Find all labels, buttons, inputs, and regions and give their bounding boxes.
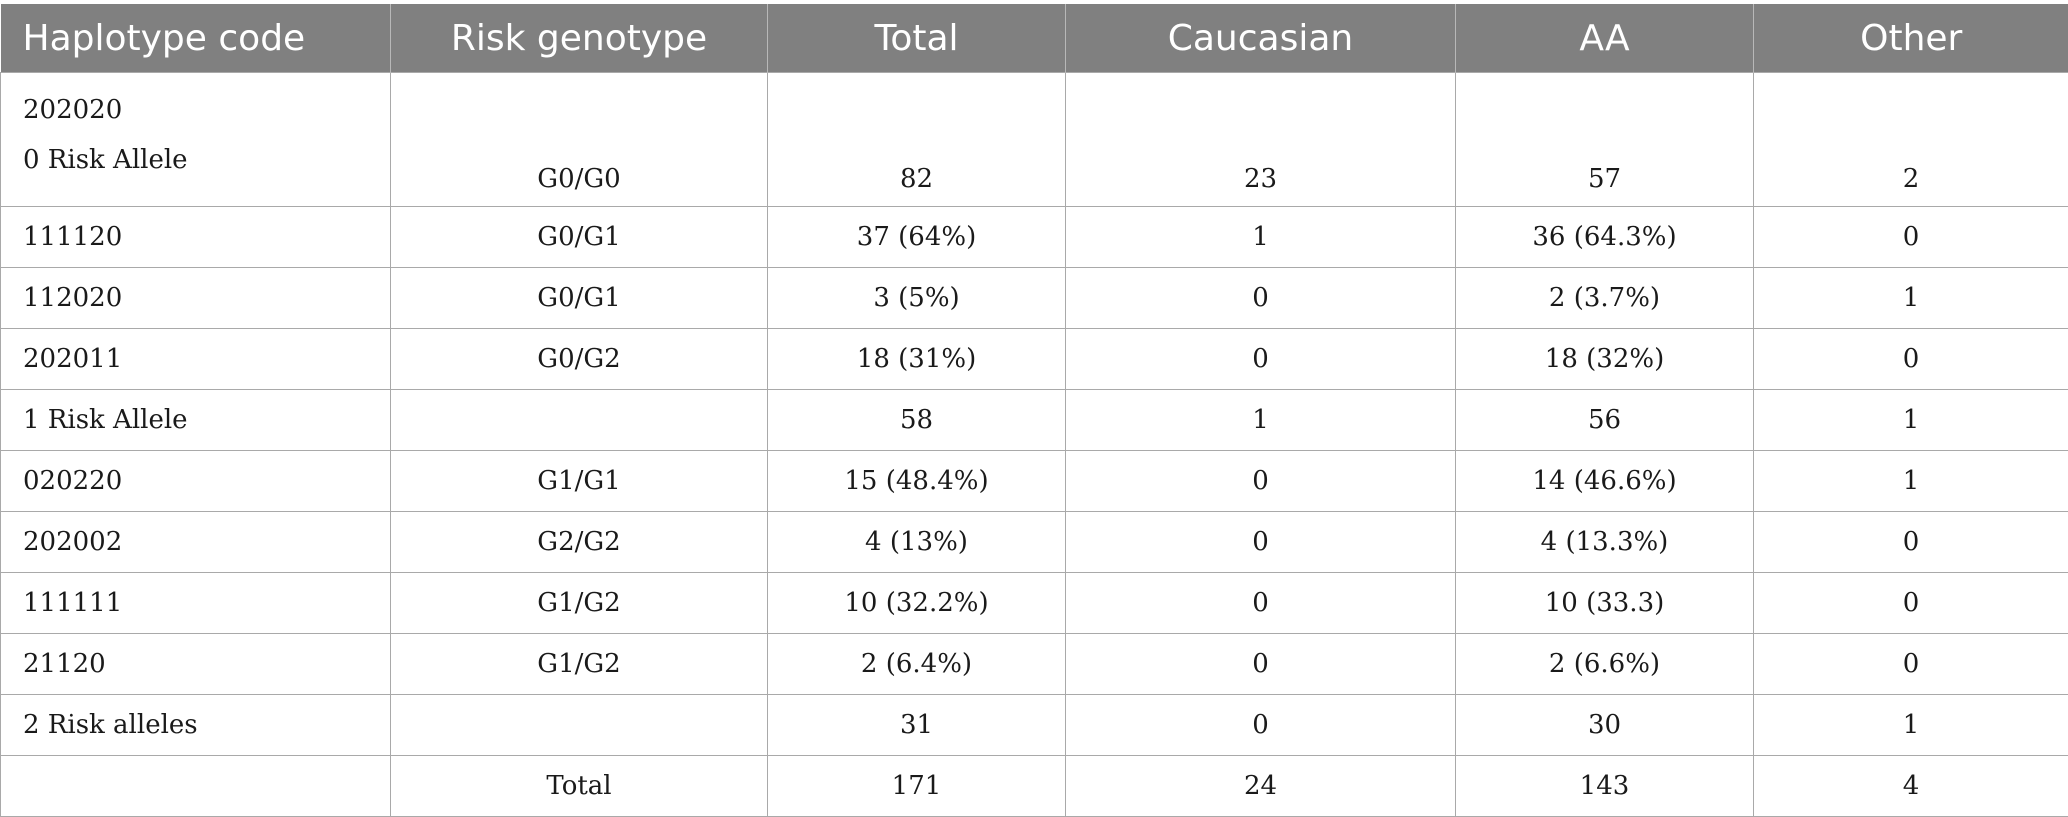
header-caucasian: Caucasian bbox=[1066, 4, 1456, 73]
cell-total: 37 (64%) bbox=[768, 207, 1066, 268]
cell-total: 58 bbox=[768, 390, 1066, 451]
cell-risk-genotype: G1/G2 bbox=[391, 634, 768, 695]
cell-code-line2: 0 Risk Allele bbox=[23, 135, 390, 185]
cell-risk-genotype bbox=[391, 390, 768, 451]
cell-haplotype-code bbox=[1, 756, 391, 817]
cell-aa: 143 bbox=[1456, 756, 1754, 817]
cell-caucasian: 24 bbox=[1066, 756, 1456, 817]
cell-other: 1 bbox=[1754, 695, 2068, 756]
cell-aa: 18 (32%) bbox=[1456, 329, 1754, 390]
cell-risk-genotype: G1/G2 bbox=[391, 573, 768, 634]
cell-other: 2 bbox=[1754, 73, 2068, 207]
cell-other: 0 bbox=[1754, 207, 2068, 268]
cell-other: 0 bbox=[1754, 634, 2068, 695]
cell-aa: 14 (46.6%) bbox=[1456, 451, 1754, 512]
table-header: Haplotype code Risk genotype Total Cauca… bbox=[1, 4, 2068, 73]
cell-caucasian: 0 bbox=[1066, 695, 1456, 756]
cell-caucasian: 1 bbox=[1066, 207, 1456, 268]
cell-haplotype-code: 202011 bbox=[1, 329, 391, 390]
table-body: 202020 0 Risk Allele G0/G0 82 23 57 2 11… bbox=[1, 73, 2068, 817]
cell-haplotype-code: 2 Risk alleles bbox=[1, 695, 391, 756]
cell-caucasian: 23 bbox=[1066, 73, 1456, 207]
haplotype-table-container: Haplotype code Risk genotype Total Cauca… bbox=[0, 4, 2068, 817]
cell-other: 0 bbox=[1754, 573, 2068, 634]
cell-other: 0 bbox=[1754, 512, 2068, 573]
cell-aa: 30 bbox=[1456, 695, 1754, 756]
cell-aa: 36 (64.3%) bbox=[1456, 207, 1754, 268]
cell-total: 3 (5%) bbox=[768, 268, 1066, 329]
cell-aa: 4 (13.3%) bbox=[1456, 512, 1754, 573]
cell-total: 10 (32.2%) bbox=[768, 573, 1066, 634]
cell-other: 0 bbox=[1754, 329, 2068, 390]
cell-haplotype-code: 111120 bbox=[1, 207, 391, 268]
cell-caucasian: 0 bbox=[1066, 634, 1456, 695]
cell-other: 1 bbox=[1754, 390, 2068, 451]
header-haplotype-code: Haplotype code bbox=[1, 4, 391, 73]
cell-total: 18 (31%) bbox=[768, 329, 1066, 390]
cell-other: 1 bbox=[1754, 451, 2068, 512]
cell-risk-genotype: G0/G1 bbox=[391, 268, 768, 329]
cell-total: 171 bbox=[768, 756, 1066, 817]
cell-code-line1: 202020 bbox=[23, 85, 390, 135]
cell-aa: 10 (33.3) bbox=[1456, 573, 1754, 634]
cell-haplotype-code: 202002 bbox=[1, 512, 391, 573]
cell-caucasian: 0 bbox=[1066, 573, 1456, 634]
cell-total: 31 bbox=[768, 695, 1066, 756]
haplotype-risk-table: Haplotype code Risk genotype Total Cauca… bbox=[0, 4, 2068, 817]
cell-total: 15 (48.4%) bbox=[768, 451, 1066, 512]
header-other: Other bbox=[1754, 4, 2068, 73]
cell-caucasian: 0 bbox=[1066, 451, 1456, 512]
cell-risk-genotype: G2/G2 bbox=[391, 512, 768, 573]
cell-caucasian: 0 bbox=[1066, 329, 1456, 390]
cell-haplotype-code: 112020 bbox=[1, 268, 391, 329]
cell-aa: 57 bbox=[1456, 73, 1754, 207]
cell-total: 4 (13%) bbox=[768, 512, 1066, 573]
cell-aa: 2 (6.6%) bbox=[1456, 634, 1754, 695]
cell-risk-genotype: Total bbox=[391, 756, 768, 817]
header-total: Total bbox=[768, 4, 1066, 73]
cell-caucasian: 1 bbox=[1066, 390, 1456, 451]
header-risk-genotype: Risk genotype bbox=[391, 4, 768, 73]
cell-other: 1 bbox=[1754, 268, 2068, 329]
header-row: Haplotype code Risk genotype Total Cauca… bbox=[1, 4, 2068, 73]
cell-total: 2 (6.4%) bbox=[768, 634, 1066, 695]
cell-haplotype-code: 202020 0 Risk Allele bbox=[1, 73, 391, 207]
cell-aa: 56 bbox=[1456, 390, 1754, 451]
cell-other: 4 bbox=[1754, 756, 2068, 817]
cell-risk-genotype: G0/G0 bbox=[391, 73, 768, 207]
cell-haplotype-code: 1 Risk Allele bbox=[1, 390, 391, 451]
cell-aa: 2 (3.7%) bbox=[1456, 268, 1754, 329]
cell-caucasian: 0 bbox=[1066, 268, 1456, 329]
table-row: 202020 0 Risk Allele G0/G0 82 23 57 2 bbox=[1, 73, 2068, 207]
cell-haplotype-code: 111111 bbox=[1, 573, 391, 634]
cell-haplotype-code: 020220 bbox=[1, 451, 391, 512]
cell-total: 82 bbox=[768, 73, 1066, 207]
cell-haplotype-code: 21120 bbox=[1, 634, 391, 695]
cell-risk-genotype: G0/G1 bbox=[391, 207, 768, 268]
cell-caucasian: 0 bbox=[1066, 512, 1456, 573]
cell-risk-genotype: G1/G1 bbox=[391, 451, 768, 512]
cell-risk-genotype bbox=[391, 695, 768, 756]
header-aa: AA bbox=[1456, 4, 1754, 73]
cell-risk-genotype: G0/G2 bbox=[391, 329, 768, 390]
